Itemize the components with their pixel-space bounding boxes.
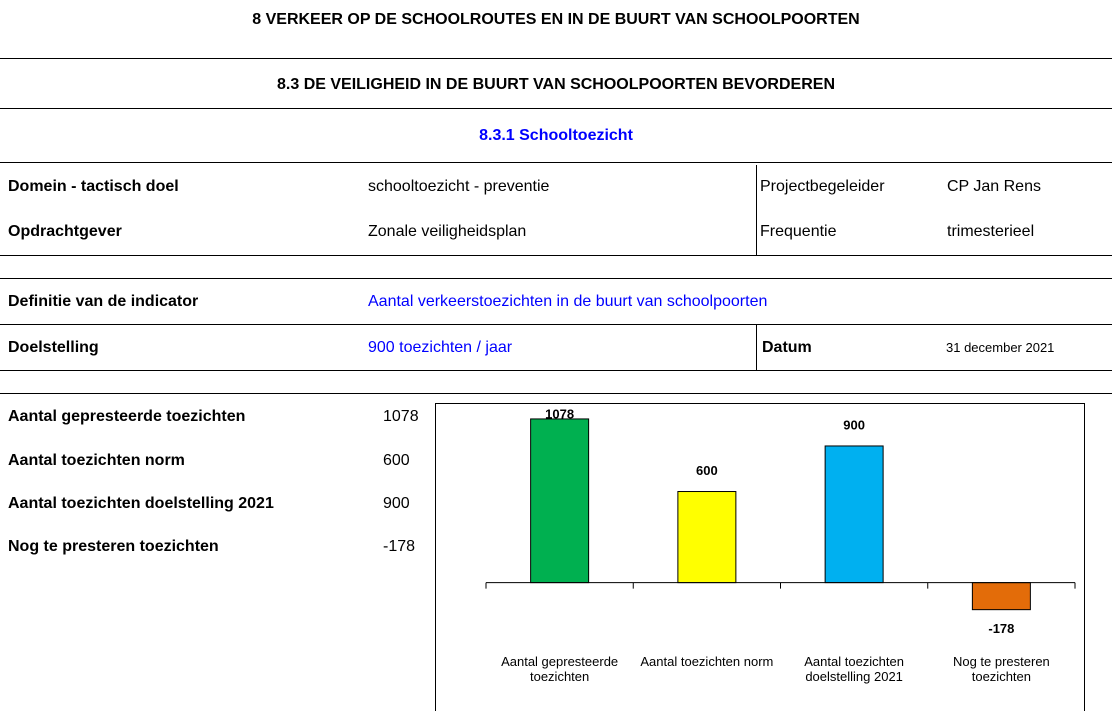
value: 900	[383, 495, 410, 512]
x-tick-label: Aantal toezichten norm	[640, 654, 774, 669]
value: Aantal verkeerstoezichten in de buurt va…	[368, 293, 768, 310]
rule	[0, 108, 1112, 109]
rule	[0, 370, 1112, 371]
value: 600	[383, 452, 410, 469]
value: 31 december 2021	[946, 340, 1055, 355]
label: Datum	[762, 339, 812, 356]
bar	[971, 582, 1031, 611]
label: Frequentie	[760, 223, 837, 240]
label: Projectbegeleider	[760, 178, 885, 195]
bar	[824, 445, 884, 584]
label: Aantal gepresteerde toezichten	[8, 408, 246, 425]
data-label: 600	[696, 463, 718, 478]
rule	[0, 324, 1112, 325]
rule	[0, 162, 1112, 163]
data-label: 1078	[545, 406, 574, 421]
label: Doelstelling	[8, 339, 99, 356]
label: Definitie van de indicator	[8, 293, 199, 310]
label: Domein - tactisch doel	[8, 178, 179, 195]
data-label: -178	[988, 621, 1014, 636]
x-tick-label: Aantal toezichten doelstelling 2021	[804, 654, 904, 684]
rule	[0, 255, 1112, 256]
x-tick-label: Aantal gepresteerde toezichten	[501, 654, 619, 684]
chart-frame	[435, 403, 1085, 711]
value: 900 toezichten / jaar	[368, 339, 513, 356]
label: Nog te presteren toezichten	[8, 538, 219, 555]
label: Aantal toezichten norm	[8, 452, 185, 469]
divider	[756, 165, 757, 255]
divider	[756, 324, 757, 370]
chart: 1078 600 900 -178	[435, 403, 1085, 711]
title: 8 VERKEER OP DE SCHOOLROUTES EN IN DE BU…	[252, 11, 860, 28]
rule	[0, 393, 1112, 394]
label: Aantal toezichten doelstelling 2021	[8, 495, 274, 512]
value: 1078	[383, 408, 419, 425]
bar	[530, 418, 590, 584]
x-tick-label: Nog te presteren toezichten	[952, 654, 1050, 684]
value: -178	[383, 538, 416, 555]
subsection: 8.3.1 Schooltoezicht	[479, 127, 633, 144]
label: Opdrachtgever	[8, 223, 122, 240]
bar	[677, 491, 737, 584]
value: CP Jan Rens	[947, 178, 1041, 195]
data-label: 900	[843, 417, 865, 432]
rule	[0, 278, 1112, 279]
rule	[0, 58, 1112, 59]
value: trimesterieel	[947, 223, 1035, 240]
section: 8.3 DE VEILIGHEID IN DE BUURT VAN SCHOOL…	[277, 76, 835, 93]
value: schooltoezicht - preventie	[368, 178, 550, 195]
value: Zonale veiligheidsplan	[368, 223, 527, 240]
